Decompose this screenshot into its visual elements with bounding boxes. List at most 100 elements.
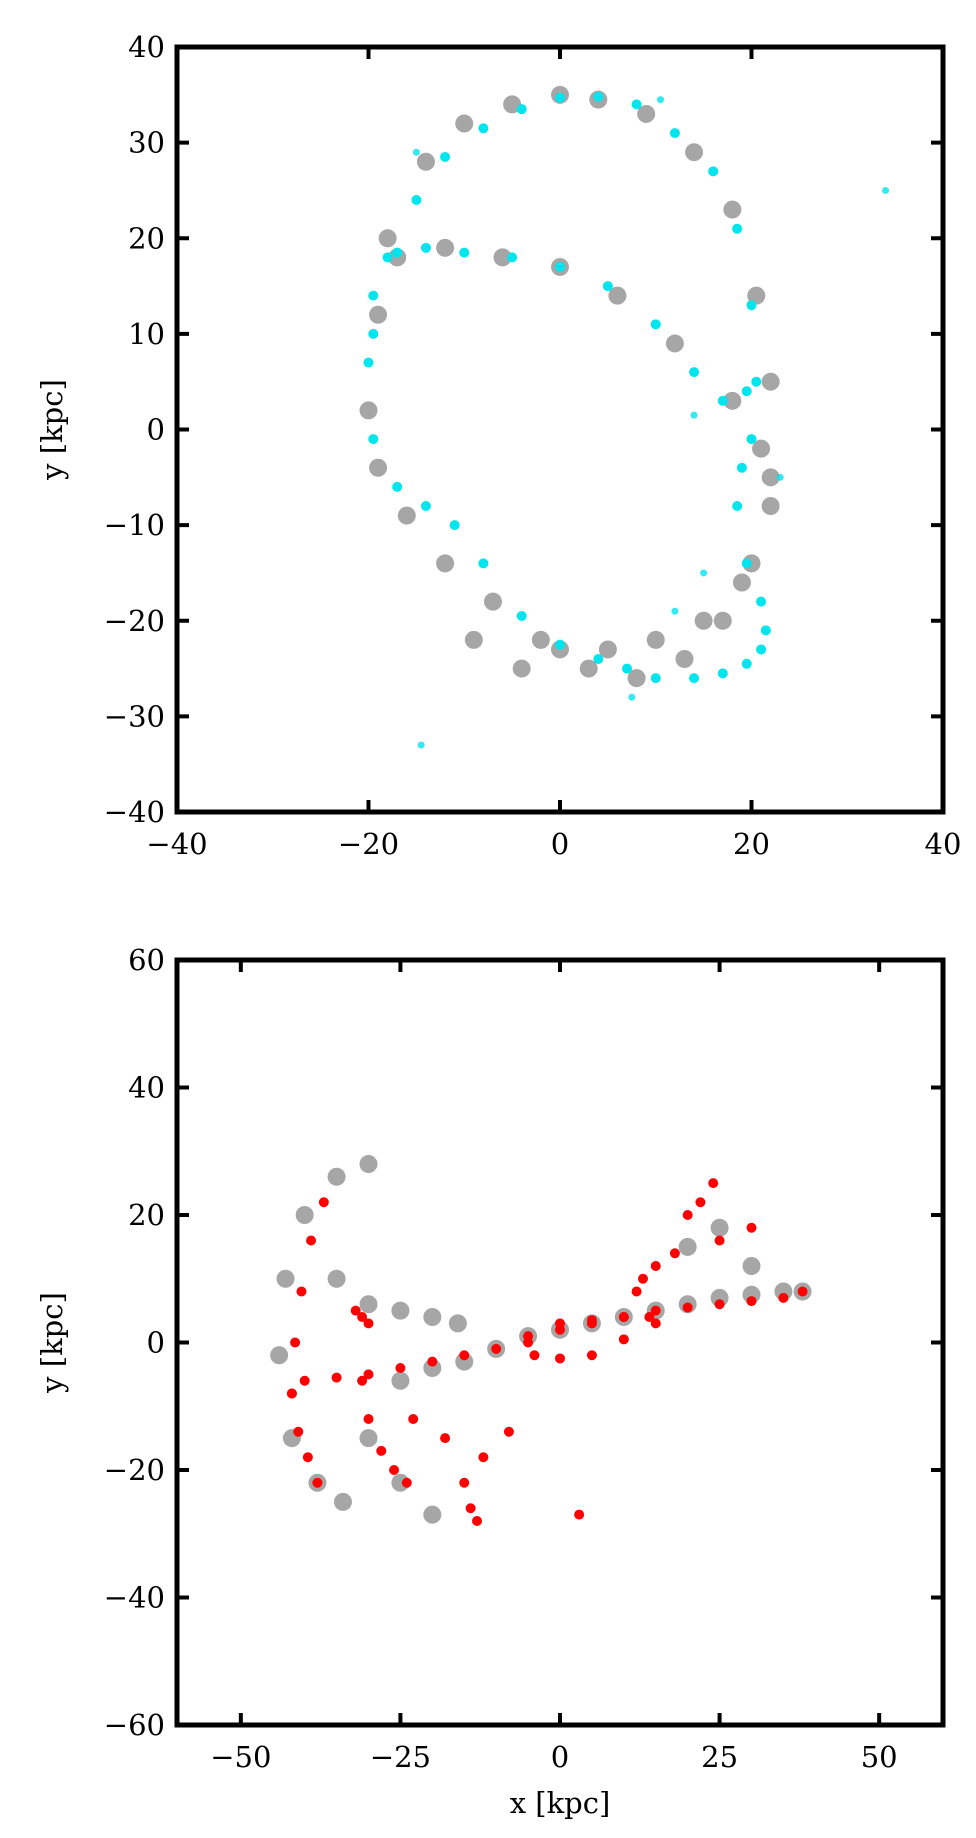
series-1-stray-point-8 [690, 411, 698, 419]
series-1-point-41 [631, 1286, 642, 1297]
series-1-point-24 [650, 673, 661, 684]
series-1-point-8 [631, 99, 642, 110]
series-1-point-4 [318, 1197, 329, 1208]
series-1-point-28 [516, 610, 527, 621]
series-1-point-18 [756, 596, 767, 607]
y-tick-label-3: −10 [104, 508, 165, 542]
y-tick-label-0: −60 [104, 1708, 165, 1742]
series-1-point-23 [689, 673, 700, 684]
top-ticks: −40 −20 0 20 40 −40 −30 −20 −10 0 10 20 30 40 [104, 30, 962, 861]
series-1-point-39 [618, 1334, 629, 1345]
series-1-point-13 [751, 376, 762, 387]
series-1-point-47 [682, 1210, 693, 1220]
top-plot-area [359, 85, 890, 749]
series-1-point-59 [503, 1426, 514, 1437]
series-1-point-29 [389, 1465, 400, 1475]
series-1-point-35 [368, 290, 379, 301]
series-1-point-38 [459, 247, 470, 258]
x-tick-label-1: −20 [338, 827, 399, 861]
series-0-point-27 [391, 1301, 410, 1320]
series-1-point-16 [732, 501, 743, 511]
series-0-point-5 [391, 1371, 410, 1390]
series-1-point-22 [717, 668, 728, 679]
series-1-point-10 [708, 166, 719, 177]
series-0-point-2 [295, 1206, 314, 1224]
series-1-point-20 [756, 644, 767, 655]
series-1-point-34 [363, 357, 374, 368]
x-tick-label-4: 40 [925, 827, 962, 861]
series-1 [363, 91, 890, 749]
series-0-point-2 [455, 114, 474, 133]
series-0-point-0 [270, 1346, 289, 1365]
series-1-point-1 [290, 1337, 301, 1348]
series-0-point-23 [369, 305, 388, 324]
series-1-point-55 [459, 1477, 470, 1488]
series-1-point-44 [717, 395, 728, 406]
series-0-point-13 [713, 611, 732, 630]
y-tick-label-5: 10 [128, 317, 165, 351]
series-1-stray-point-0 [657, 96, 665, 104]
series-1-point-17 [741, 558, 752, 569]
series-1-point-25 [797, 1286, 808, 1297]
series-1-point-53 [408, 1414, 419, 1424]
series-0-point-28 [608, 286, 627, 305]
series-0-point-26 [359, 1295, 378, 1314]
series-1-point-33 [368, 434, 379, 445]
series-1-point-23 [746, 1296, 757, 1307]
x-tick-label-1: −25 [370, 1740, 431, 1774]
series-1-point-48 [695, 1197, 706, 1208]
series-1-point-2 [411, 195, 422, 205]
series-1-point-32 [555, 1318, 565, 1329]
series-1-stray-point-4 [628, 693, 636, 701]
y-tick-label-4: 20 [128, 1198, 165, 1232]
series-0-point-35 [646, 630, 665, 649]
x-tick-label-2: 0 [551, 1740, 569, 1774]
series-1-point-37 [555, 1353, 565, 1364]
series-1-point-6 [555, 92, 565, 103]
series-1-point-58 [574, 1509, 585, 1520]
series-1-point-29 [478, 558, 489, 569]
series-0-point-33 [732, 573, 751, 592]
x-tick-label-0: −40 [146, 827, 207, 861]
series-0-point-11 [761, 468, 780, 487]
series-1-point-3 [440, 151, 451, 162]
series-1-point-36 [529, 1350, 540, 1361]
series-1-point-14 [746, 434, 757, 445]
series-1-point-3 [306, 1235, 317, 1246]
series-0-point-31 [752, 439, 771, 458]
series-0-point-1 [416, 152, 435, 171]
y-tick-label-3: 0 [147, 1326, 165, 1360]
top-panel: −40 −20 0 20 40 −40 −30 −20 −10 0 10 20 30 40 y [kpc] [35, 30, 961, 861]
series-1-point-7 [302, 1452, 313, 1463]
series-1-point-46 [746, 1222, 757, 1233]
series-1-point-12 [395, 1363, 406, 1373]
series-1-point-30 [449, 520, 460, 531]
series-0-point-20 [397, 506, 416, 525]
series-1-stray-point-5 [700, 569, 708, 577]
series-0-point-1 [276, 1269, 295, 1288]
series-1-point-40 [555, 261, 565, 272]
y-tick-label-2: −20 [104, 604, 165, 638]
series-0-point-24 [423, 1505, 442, 1524]
series-0-point-29 [665, 334, 684, 353]
series-1-point-6 [293, 1426, 304, 1437]
series-1-point-13 [427, 1356, 438, 1367]
series-1-point-8 [312, 1477, 323, 1488]
series-1-point-43 [689, 367, 700, 378]
series-0-point-17 [531, 630, 550, 649]
series-0 [359, 85, 780, 688]
series-1-point-33 [586, 1315, 597, 1326]
y-tick-label-8: 40 [128, 30, 165, 64]
series-0-point-32 [761, 497, 780, 515]
series-0-point-3 [503, 95, 522, 114]
series-1-point-44 [669, 1248, 680, 1259]
series-1-point-24 [778, 1292, 789, 1303]
series-1-point-5 [286, 1388, 297, 1399]
series-1-point-38 [586, 1350, 597, 1361]
series-1-point-43 [650, 1261, 661, 1271]
series-0-point-31 [710, 1218, 729, 1237]
series-0-point-21 [333, 1492, 352, 1511]
series-1-point-21 [682, 1302, 693, 1313]
series-1-point-4 [478, 123, 489, 134]
series-0-point-29 [448, 1314, 467, 1333]
